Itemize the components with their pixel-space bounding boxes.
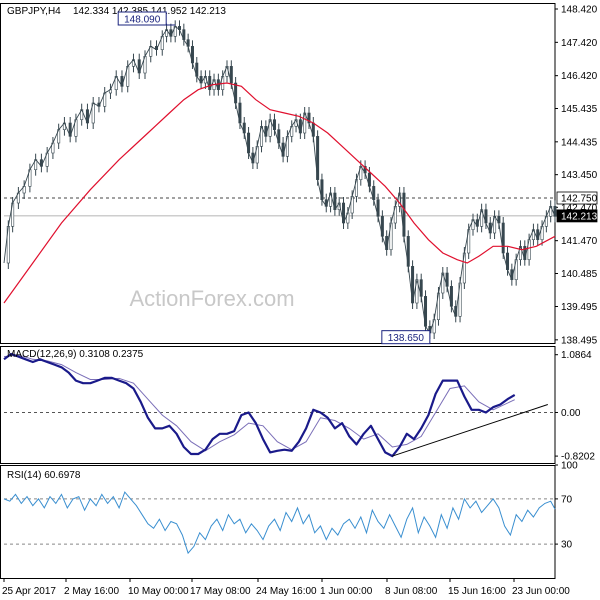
last-price-value-label-box — [556, 209, 598, 223]
watermark: ActionForex.com — [129, 286, 294, 311]
price-frame — [0, 3, 556, 344]
price-tick-label: 144.435 — [561, 137, 598, 148]
price-tick-label: 141.470 — [561, 236, 598, 247]
low-label-box — [381, 330, 431, 345]
x-axis: 25 Apr 2017 2 May 16:00 10 May 00:00 17 May… — [2, 578, 570, 597]
macd-title: MACD(12,26,9) 0.3108 0.2375 — [7, 349, 144, 360]
macd-panel: 1.0864 0.00 -0.8202 MACD(12,26,9) 0.3108 0.… — [3, 349, 595, 463]
price-tick-label: 140.485 — [561, 269, 598, 280]
macd-tick-label: 1.0864 — [561, 350, 592, 361]
x-tick-label: 2 May 16:00 — [64, 586, 119, 597]
price-tick-label: 147.420 — [561, 38, 598, 49]
x-tick-label: 1 Jun 00:00 — [320, 586, 373, 597]
last-price-value-label: 142.213 — [561, 211, 598, 222]
candle-body — [553, 206, 557, 217]
price-tick-label: 143.450 — [561, 170, 598, 181]
high-label-box — [117, 11, 167, 26]
macd-line — [3, 352, 516, 458]
high-label: 148.090 — [124, 15, 161, 26]
x-tick-label: 25 Apr 2017 — [2, 586, 56, 597]
low-label: 138.650 — [388, 333, 425, 344]
rsi-frame — [0, 465, 556, 579]
price-panel: 148.420 147.420 146.420 145.435 144.435 143.4… — [3, 5, 598, 346]
macd-frame — [0, 346, 556, 464]
rsi-line — [3, 491, 556, 555]
macd-tick-label: 0.00 — [561, 408, 581, 419]
rsi-panel: 100 70 30 RSI(14) 60.6978 — [3, 461, 578, 555]
price-tick-label: 148.420 — [561, 5, 598, 16]
price-tick-label: 142.470 — [561, 203, 598, 214]
rsi-tick-label: 30 — [561, 540, 573, 551]
x-tick-label: 15 Jun 16:00 — [448, 586, 506, 597]
macd-trendline — [392, 404, 548, 457]
rsi-tick-label: 70 — [561, 494, 573, 505]
macd-tick-label: -0.8202 — [561, 452, 595, 463]
x-tick-label: 24 May 16:00 — [256, 586, 317, 597]
x-tick-label: 17 May 08:00 — [190, 586, 251, 597]
x-tick-label: 23 Jun 00:00 — [512, 586, 570, 597]
x-tick-label: 8 Jun 08:00 — [385, 586, 438, 597]
macd-signal-line — [3, 354, 515, 452]
price-series-line — [3, 25, 556, 335]
resistance-value-label: 142.750 — [561, 194, 598, 205]
price-tick-label: 138.495 — [561, 335, 598, 346]
resistance-value-label-box — [556, 191, 598, 205]
moving-average-line — [3, 82, 556, 304]
rsi-tick-label: 100 — [561, 461, 578, 472]
price-tick-label: 145.435 — [561, 104, 598, 115]
x-tick-label: 10 May 00:00 — [128, 586, 189, 597]
price-title: GBPJPY,H4 — [7, 6, 61, 17]
rsi-title: RSI(14) 60.6978 — [7, 470, 81, 481]
price-tick-label: 146.420 — [561, 71, 598, 82]
price-tick-label: 139.495 — [561, 302, 598, 313]
